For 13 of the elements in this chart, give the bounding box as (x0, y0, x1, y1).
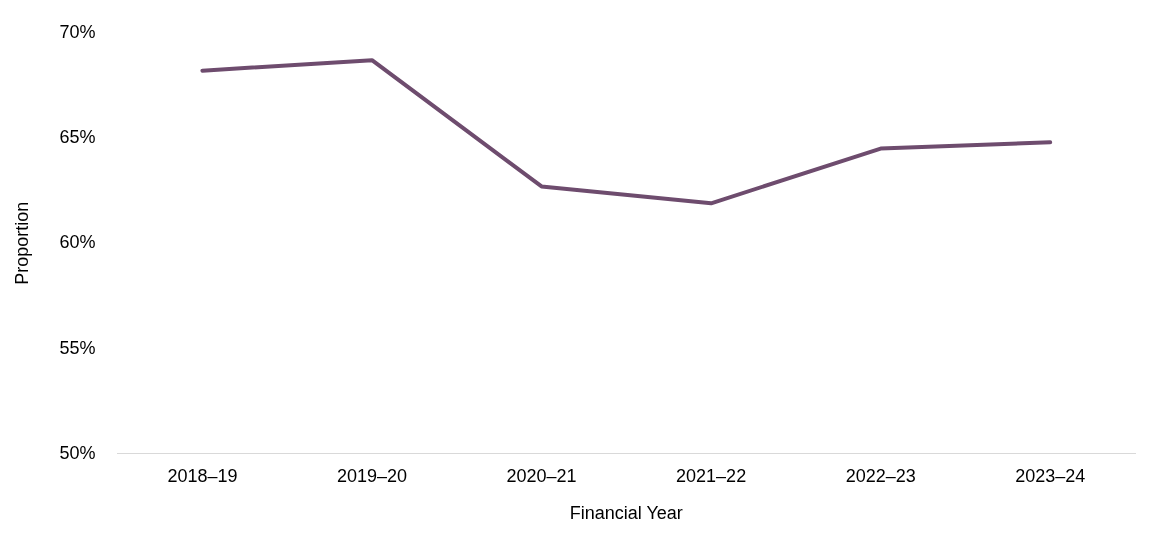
y-tick-label: 55% (59, 337, 96, 358)
y-tick-label: 70% (59, 21, 96, 42)
y-tick-label: 50% (59, 442, 96, 463)
y-axis-title: Proportion (11, 201, 32, 285)
x-axis-title: Financial Year (569, 503, 683, 524)
y-tick-label: 65% (59, 127, 96, 148)
x-tick-label: 2021–22 (676, 465, 747, 486)
x-tick-label: 2023–24 (1015, 465, 1086, 486)
x-tick-label: 2018–19 (167, 465, 238, 486)
y-tick-label: 60% (59, 232, 96, 253)
x-tick-label: 2020–21 (506, 465, 577, 486)
x-tick-label: 2022–23 (845, 465, 916, 486)
x-tick-label: 2019–20 (336, 465, 408, 486)
